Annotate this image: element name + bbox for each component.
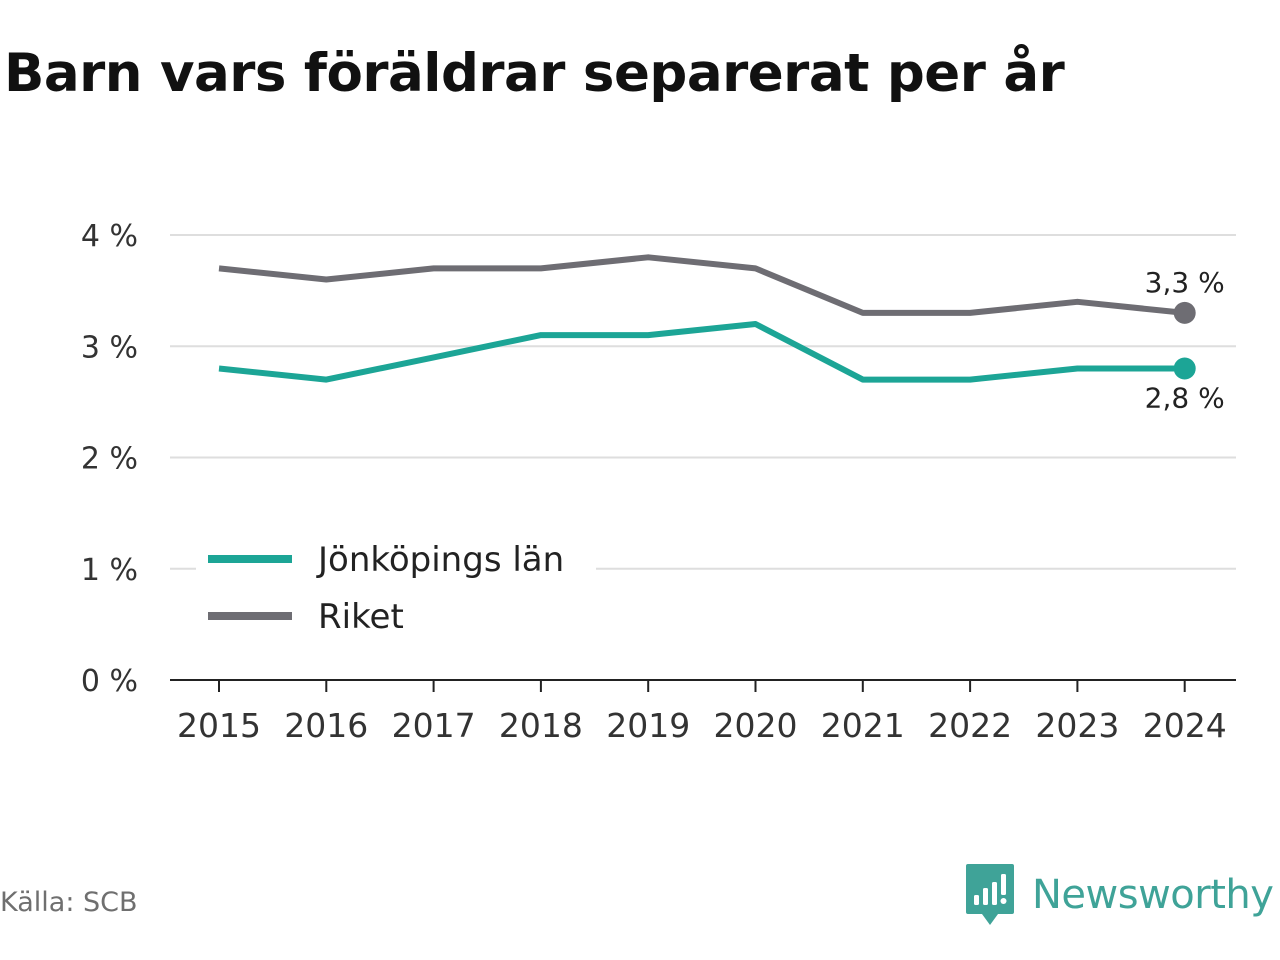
newsworthy-logo-icon: [966, 864, 1014, 925]
x-axis-tick-labels: 2015 2016 2017 2018 2019 2020 2021 2022 2023 2024: [177, 706, 1227, 745]
chart-title: Barn vars föräldrar separerat per år: [4, 43, 1065, 104]
y-tick-label: 2 %: [81, 442, 138, 477]
legend-label: Riket: [318, 597, 404, 637]
end-marker: [1173, 357, 1196, 380]
legend: Jönköpings län Riket: [196, 528, 596, 646]
gridlines: [170, 234, 1236, 570]
x-tick-label: 2017: [392, 706, 476, 745]
y-tick-label: 1 %: [81, 553, 138, 588]
legend-background: [196, 528, 596, 646]
y-tick-label: 4 %: [81, 219, 138, 254]
end-label: 2,8 %: [1145, 382, 1225, 415]
series-line-riket: [218, 254, 1186, 316]
brand-logo: Newsworthy: [964, 862, 1274, 928]
end-marker: [1173, 301, 1196, 324]
end-label: 3,3 %: [1145, 266, 1225, 299]
y-tick-label: 0 %: [81, 664, 138, 699]
x-tick-label: 2016: [284, 706, 368, 745]
x-tick-label: 2023: [1035, 706, 1119, 745]
x-tick-label: 2021: [821, 706, 905, 745]
x-tick-label: 2020: [714, 706, 798, 745]
series-lines: [218, 254, 1196, 383]
legend-label: Jönköpings län: [316, 540, 564, 580]
brand-name: Newsworthy: [1032, 872, 1274, 918]
y-axis-tick-labels: 0 % 1 % 2 % 3 % 4 %: [81, 219, 138, 699]
x-tick-label: 2019: [606, 706, 690, 745]
x-axis: [170, 679, 1236, 692]
y-tick-label: 3 %: [81, 330, 138, 365]
x-tick-label: 2015: [177, 706, 261, 745]
end-labels: 2,8 % 3,3 %: [1145, 266, 1225, 415]
x-tick-label: 2022: [928, 706, 1012, 745]
x-tick-label: 2024: [1143, 706, 1227, 745]
x-tick-label: 2018: [499, 706, 583, 745]
series-line-jonkoping: [218, 321, 1185, 383]
source-note: Källa: SCB: [0, 887, 138, 918]
